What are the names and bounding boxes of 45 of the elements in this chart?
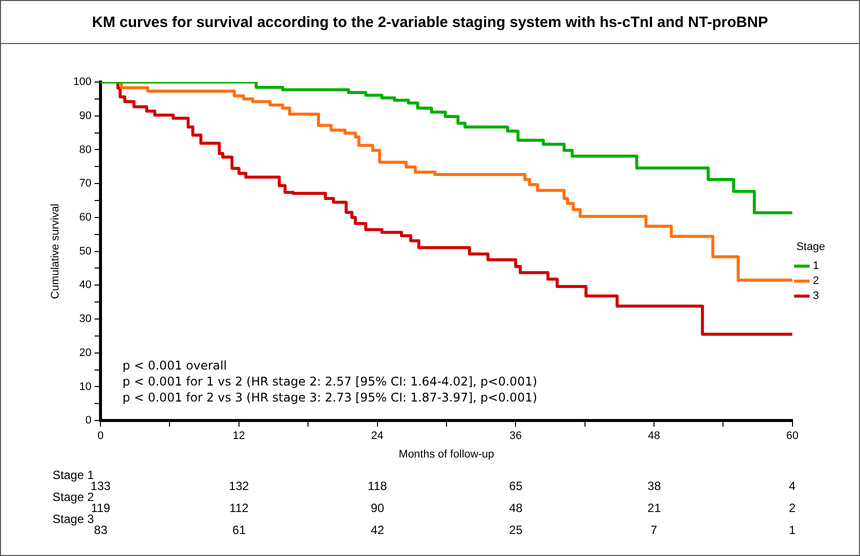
y-axis-title: Cumulative survival [50,204,62,299]
y-tick-label: 90 [79,110,92,122]
y-tick-label: 10 [79,380,92,393]
legend-label: 2 [812,275,820,288]
annotation: p < 0.001 for 2 vs 3 (HR stage 3: 2.73 [95% CI: 1.87-3.97], p<0.001) [122,390,538,405]
x-tick-label: 36 [510,430,522,442]
y-tick-label: 30 [79,313,92,326]
chart-title: KM curves for survival according to the 2-variable staging system with hs-cTnI and NT-proBNP [1,1,859,44]
text: 61 [232,522,246,537]
text: 118 [368,478,387,493]
y-tick-label: 100 [73,76,92,88]
text: 25 [509,522,522,537]
x-tick-label: 60 [786,430,799,442]
text: 65 [509,478,522,493]
x-tick-label: 24 [371,430,384,442]
x-tick-label: 0 [97,430,104,442]
text: 21 [648,500,661,515]
x-axis-title: Months of follow-up [398,448,494,460]
text: 132 [228,478,249,493]
text: 112 [229,500,249,515]
text: 4 [788,478,796,493]
annotation: p < 0.001 overall [122,358,227,373]
text: 2 [788,500,796,515]
y-tick-label: 80 [79,144,92,156]
y-tick-label: 40 [79,279,92,292]
y-tick-label: 70 [79,178,92,190]
y-tick-label: 50 [79,245,92,258]
y-tick-label: 20 [79,346,92,359]
y-tick-label: 0 [85,414,92,427]
x-tick-label: 48 [648,430,660,442]
text: 48 [509,500,522,515]
legend-label: 1 [812,260,820,272]
text: Stage 3 [52,512,94,526]
x-tick-label: 12 [232,430,246,442]
text: 119 [91,500,110,515]
text: 7 [650,522,658,537]
text: 38 [648,478,661,493]
text: 1 [788,522,796,537]
legend-label: 3 [812,290,820,302]
legend-title: Stage [796,240,826,253]
text: 42 [370,522,384,537]
annotation: p < 0.001 for 1 vs 2 (HR stage 2: 2.57 [95% CI: 1.64-4.02], p<0.001) [122,374,538,389]
y-tick-label: 60 [79,211,92,224]
text: 90 [370,500,384,515]
text: 83 [94,522,108,537]
